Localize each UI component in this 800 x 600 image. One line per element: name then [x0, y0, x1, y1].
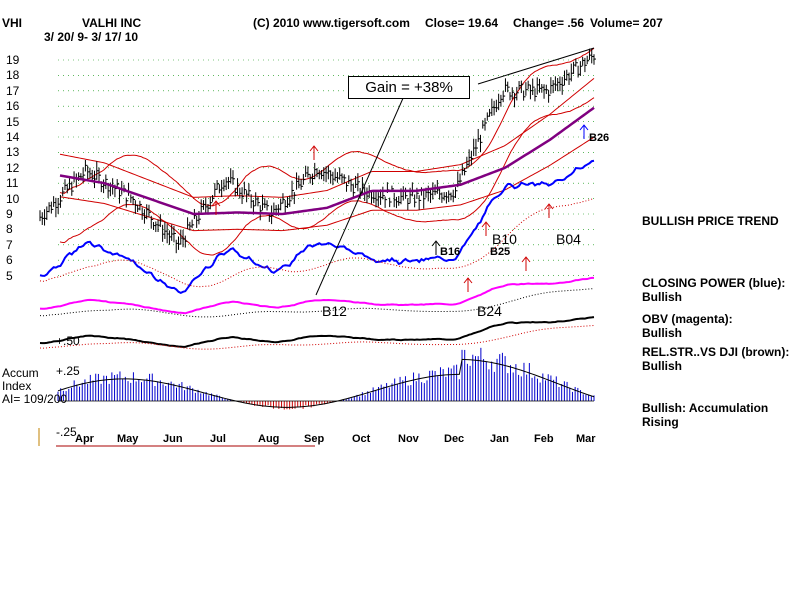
x-tick-label: Jul: [210, 433, 226, 445]
y-tick-label: 19: [6, 53, 20, 67]
signal-b24: B24: [477, 303, 502, 319]
x-tick-label: Nov: [398, 433, 419, 445]
change-value: Change= .56: [513, 16, 585, 30]
signal-arrow-head: [481, 221, 491, 228]
band-line: [59, 77, 595, 198]
y-tick-label: 5: [6, 268, 13, 283]
signal-arrow-head: [463, 277, 473, 284]
bollinger-bands: [59, 47, 595, 256]
x-tick-label: Jun: [163, 433, 183, 445]
index-label: Index: [2, 379, 32, 393]
plus50-label: +.50: [56, 334, 80, 348]
ai-label: AI= 109/200: [2, 392, 68, 406]
company-name: VALHI INC: [82, 16, 142, 30]
accum-rising-label: Bullish: Accumulation Rising: [642, 401, 769, 429]
x-tick-label: Apr: [75, 433, 94, 445]
accum-ma-line: [57, 358, 595, 408]
gain-arrow: [315, 95, 405, 296]
volume-value: Volume= 207: [590, 16, 663, 30]
moving-average-line: [59, 106, 595, 216]
y-tick-label: 11: [6, 176, 19, 191]
plus25-label: +.25: [56, 364, 80, 378]
x-tick-label: May: [117, 433, 139, 445]
signal-b25: B25: [490, 246, 511, 258]
accum-bars: [57, 347, 595, 410]
y-tick-label: 15: [6, 114, 20, 129]
y-tick-label: 16: [6, 99, 20, 114]
relstr-line: [39, 316, 595, 348]
closing-power-line: [39, 159, 595, 294]
y-tick-label: 8: [6, 222, 13, 237]
x-tick-label: Aug: [258, 433, 280, 445]
x-tick-label: Dec: [444, 433, 465, 445]
signal-arrow-head: [521, 256, 531, 263]
y-tick-label: 17: [6, 83, 20, 98]
x-tick-label: Sep: [304, 433, 325, 445]
obv-label: OBV (magenta):: [642, 312, 733, 326]
trend-line: [477, 47, 595, 85]
signal-arrow-head: [544, 203, 554, 210]
x-tick-label: Jan: [490, 433, 509, 445]
obv-value: Bullish: [642, 326, 683, 340]
signal-b10: B10: [492, 231, 517, 247]
y-tick-label: 18: [6, 68, 20, 83]
signal-b12: B12: [322, 303, 347, 319]
x-tick-label: Mar: [576, 433, 596, 445]
y-tick-label: 9: [6, 207, 13, 221]
signal-arrow-head: [211, 200, 221, 207]
signal-arrow-head: [431, 240, 441, 247]
y-tick-label: 13: [6, 145, 20, 160]
accum-label: Accum: [2, 366, 39, 380]
y-tick-label: 7: [6, 237, 13, 252]
band-line: [59, 47, 595, 207]
date-range: 3/ 20/ 9- 3/ 17/ 10: [44, 30, 139, 44]
relstr-value: Bullish: [642, 359, 683, 373]
ticker: VHI: [2, 16, 23, 30]
x-tick-label: Oct: [352, 433, 371, 445]
obv-line: [39, 276, 595, 315]
signal-b26: B26: [589, 132, 610, 144]
signal-arrow-head: [309, 145, 319, 152]
signal-b16: B16: [440, 246, 461, 258]
relstr-ma: [39, 324, 595, 350]
trend-label: BULLISH PRICE TREND: [642, 214, 779, 228]
y-tick-label: 6: [6, 253, 13, 268]
signal-arrow-head: [579, 124, 589, 131]
minus25-label: -.25: [56, 425, 77, 439]
closing-power-value: Bullish: [642, 290, 683, 304]
relstr-label: REL.STR..VS DJI (brown):: [642, 345, 790, 359]
y-tick-label: 10: [6, 191, 20, 206]
y-tick-label: 12: [6, 160, 20, 175]
close-value: Close= 19.64: [425, 16, 499, 30]
x-tick-label: Feb: [534, 433, 554, 445]
closing-power-label: CLOSING POWER (blue):: [642, 276, 786, 290]
copyright: (C) 2010 www.tigersoft.com: [253, 16, 410, 30]
price-bars: [39, 48, 596, 254]
gain-annotation: Gain = +38%: [348, 76, 470, 99]
y-tick-label: 14: [6, 130, 20, 144]
signal-arrows: [211, 124, 589, 292]
signal-b04: B04: [556, 231, 581, 247]
